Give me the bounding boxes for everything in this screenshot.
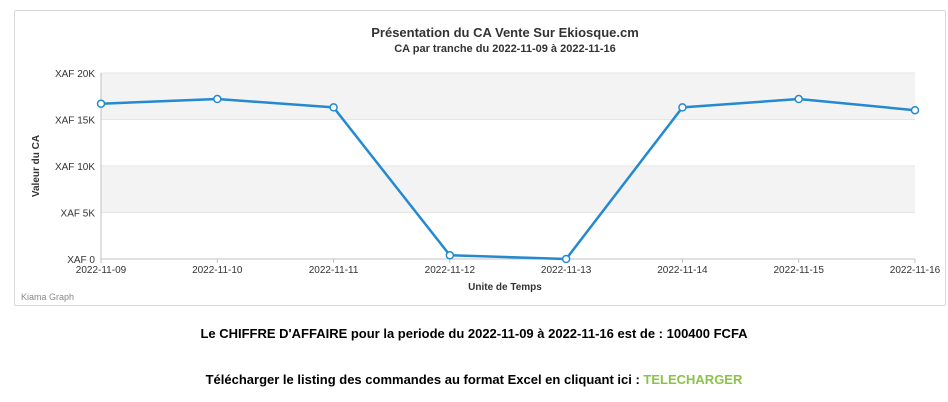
y-tick-label: XAF 5K (61, 209, 96, 220)
y-tick-label: XAF 0 (67, 255, 95, 266)
plot-area: XAF 0 XAF 5K XAF 10K XAF 15K XAF 20K 2022-11-… (55, 69, 941, 276)
data-point (329, 103, 338, 112)
download-row: Télécharger le listing des commandes au … (0, 372, 948, 387)
revenue-summary-text: Le CHIFFRE D'AFFAIRE pour la periode du … (200, 326, 748, 341)
x-tick-label: 2022-11-10 (192, 265, 243, 276)
download-link[interactable]: TELECHARGER (643, 372, 743, 387)
download-text: Télécharger le listing des commandes au … (205, 372, 644, 387)
y-tick-label: XAF 10K (55, 162, 95, 173)
grid-band (101, 73, 915, 120)
x-tick-label: 2022-11-15 (774, 265, 825, 276)
grid-band (101, 166, 915, 213)
data-point (445, 251, 455, 260)
chart-title: Présentation du CA Vente Sur Ekiosque.cm (371, 25, 639, 40)
x-tick-label: 2022-11-09 (76, 265, 127, 276)
revenue-summary: Le CHIFFRE D'AFFAIRE pour la periode du … (0, 326, 948, 341)
x-tick-label: 2022-11-16 (890, 265, 941, 276)
x-tick-label: 2022-11-13 (541, 265, 592, 276)
series-line (99, 97, 917, 261)
data-point (678, 103, 687, 112)
data-point (96, 99, 106, 108)
x-tick-label: 2022-11-14 (657, 265, 708, 276)
x-axis-label: Unite de Temps (468, 282, 542, 293)
y-tick-label: XAF 20K (55, 69, 95, 80)
chart-subtitle: CA par tranche du 2022-11-09 à 2022-11-1… (394, 43, 616, 55)
line-chart: Présentation du CA Vente Sur Ekiosque.cm… (31, 25, 941, 293)
data-point (561, 254, 571, 264)
chart-credit: Kiama Graph (21, 292, 75, 302)
chart-card: Présentation du CA Vente Sur Ekiosque.cm… (14, 10, 946, 306)
y-axis-label: Valeur du CA (31, 135, 42, 197)
x-tick-label: 2022-11-12 (425, 265, 476, 276)
data-point (213, 94, 222, 104)
x-tick-label: 2022-11-11 (309, 265, 359, 276)
y-tick-label: XAF 15K (55, 116, 95, 127)
data-point (910, 105, 920, 115)
data-point (794, 94, 803, 104)
